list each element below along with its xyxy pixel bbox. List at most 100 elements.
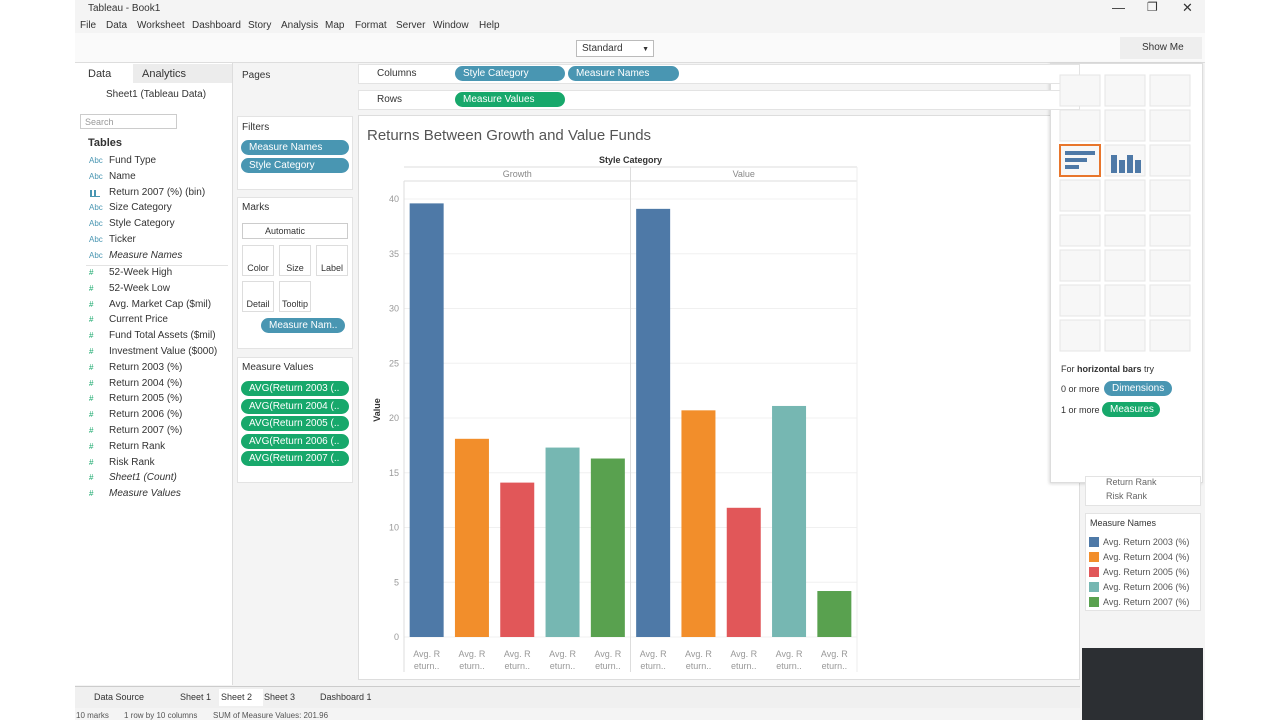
field-name[interactable]: Return 2005 (%) <box>109 393 183 405</box>
field-name[interactable]: Current Price <box>109 314 168 326</box>
field-icon: # <box>89 299 94 309</box>
field-name[interactable]: Avg. Market Cap ($mil) <box>109 298 212 310</box>
mark-type[interactable]: Automatic <box>242 223 348 239</box>
field-name[interactable]: Return 2004 (%) <box>109 377 183 389</box>
sheet-tab[interactable]: Sheet 2 <box>219 689 263 706</box>
sheet-tab-bar <box>75 686 1080 708</box>
field-icon: # <box>89 426 94 435</box>
close[interactable]: ✕ <box>1182 0 1193 15</box>
data-pane <box>75 63 233 685</box>
field-name[interactable]: Measure Values <box>109 488 181 500</box>
field-icon: Abc <box>89 171 103 181</box>
minimize[interactable]: — <box>1112 0 1125 15</box>
menu-item[interactable]: Map <box>325 20 345 31</box>
legend-swatch <box>1089 537 1099 547</box>
field-icon: # <box>89 457 94 467</box>
column-pill[interactable]: Style Category <box>455 66 565 81</box>
filter-pill[interactable]: Measure Names <box>241 140 349 155</box>
data-tab[interactable]: Data <box>75 64 133 83</box>
legend-swatch <box>1089 567 1099 577</box>
filter-card-item: Risk Rank <box>1106 491 1148 501</box>
menu-item[interactable]: Help <box>479 20 500 31</box>
marks-color-pill[interactable]: Measure Nam.. <box>261 318 345 333</box>
fit-dropdown[interactable]: Standard ▼ <box>576 40 654 57</box>
field-name[interactable]: Fund Total Assets ($mil) <box>109 330 216 342</box>
field-icon: # <box>89 410 94 420</box>
measure-value-pill[interactable]: AVG(Return 2003 (.. <box>241 381 349 396</box>
sheet-tab[interactable]: Sheet 1 <box>180 692 212 702</box>
field-icon: # <box>89 315 94 325</box>
field-name[interactable]: Name <box>109 170 136 182</box>
legend-label: Avg. Return 2007 (%) <box>1103 597 1190 607</box>
menu-item[interactable]: Format <box>355 20 387 31</box>
show-me-panel <box>1050 63 1203 483</box>
measure-value-pill[interactable]: AVG(Return 2005 (.. <box>241 416 349 431</box>
menu-item[interactable]: Story <box>248 20 272 31</box>
menu-item[interactable]: Window <box>433 20 469 31</box>
field-name[interactable]: Return 2007 (%) (bin) <box>109 186 206 198</box>
sheet-tab[interactable]: Dashboard 1 <box>320 692 372 702</box>
field-name[interactable]: Return Rank <box>109 440 166 452</box>
measure-value-pill[interactable]: AVG(Return 2004 (.. <box>241 398 349 414</box>
measure-value-pill[interactable]: AVG(Return 2007 (.. <box>241 451 349 466</box>
data-source: Sheet1 (Tableau Data) <box>106 89 207 100</box>
analytics-tab[interactable]: Analytics <box>133 64 232 83</box>
mark-button-box[interactable] <box>242 245 274 276</box>
show-me-mea-pill: Measures <box>1102 402 1160 417</box>
pages-card <box>237 64 353 109</box>
legend-swatch <box>1089 552 1099 562</box>
sheet-tab[interactable]: Sheet 3 <box>264 692 296 702</box>
mark-button-box[interactable] <box>279 281 311 312</box>
show-me-for: For <box>1061 364 1075 374</box>
field-name[interactable]: Size Category <box>109 202 172 214</box>
pages-title: Pages <box>242 70 271 81</box>
field-icon: Abc <box>89 250 103 260</box>
menu-item[interactable]: Server <box>396 20 426 31</box>
field-name[interactable]: Return 2003 (%) <box>109 361 183 373</box>
sheet-tab[interactable]: Data Source <box>94 692 145 702</box>
field-name[interactable]: 52-Week Low <box>109 282 170 294</box>
field-separator <box>86 265 228 266</box>
field-name[interactable]: Measure Names <box>109 249 183 261</box>
rows-label: Rows <box>377 94 403 105</box>
menu-item[interactable]: Analysis <box>281 20 319 31</box>
field-name[interactable]: Risk Rank <box>109 456 155 468</box>
field-name[interactable]: Investment Value ($000) <box>109 346 218 357</box>
field-icon: # <box>89 331 94 341</box>
bin-icon <box>90 189 100 197</box>
field-name[interactable]: Ticker <box>109 234 136 245</box>
legend-swatch <box>1089 582 1099 592</box>
field-icon: # <box>89 489 94 499</box>
show-me-dim-count: 0 or more <box>1061 384 1100 394</box>
column-pill[interactable]: Measure Names <box>568 66 679 81</box>
field-icon: # <box>89 378 94 388</box>
show-me-try: try <box>1144 364 1154 374</box>
field-icon: # <box>89 362 94 372</box>
mark-button-box[interactable] <box>279 245 311 276</box>
menu-item[interactable]: Worksheet <box>137 20 185 31</box>
menu-item[interactable]: Data <box>106 20 128 31</box>
mark-button-box[interactable] <box>316 245 348 276</box>
field-name[interactable]: Return 2006 (%) <box>109 409 183 421</box>
filter-pill[interactable]: Style Category <box>241 157 349 173</box>
mark-button: Tooltip <box>281 299 308 309</box>
status-text: SUM of Measure Values: 201.96 <box>213 711 329 720</box>
legend-title: Measure Names <box>1090 518 1157 528</box>
field-name[interactable]: Fund Type <box>109 155 157 166</box>
legend-swatch <box>1089 597 1099 607</box>
mark-button-box[interactable] <box>242 281 274 312</box>
field-icon: # <box>89 268 94 277</box>
field-name[interactable]: Sheet1 (Count) <box>109 472 177 484</box>
menu-item[interactable]: Dashboard <box>192 20 241 31</box>
field-name[interactable]: Return 2007 (%) <box>109 425 183 436</box>
menu-item[interactable]: File <box>80 20 97 31</box>
row-pill[interactable]: Measure Values <box>455 92 565 107</box>
search-box[interactable]: Search <box>80 114 177 129</box>
restore[interactable]: ❐ <box>1147 0 1158 14</box>
field-name[interactable]: 52-Week High <box>109 267 173 278</box>
view <box>358 115 1080 680</box>
measure-value-pill[interactable]: AVG(Return 2006 (.. <box>241 433 349 449</box>
show-me-button[interactable]: Show Me <box>1120 37 1202 59</box>
field-name[interactable]: Style Category <box>109 218 175 230</box>
legend-label: Avg. Return 2006 (%) <box>1103 582 1190 592</box>
